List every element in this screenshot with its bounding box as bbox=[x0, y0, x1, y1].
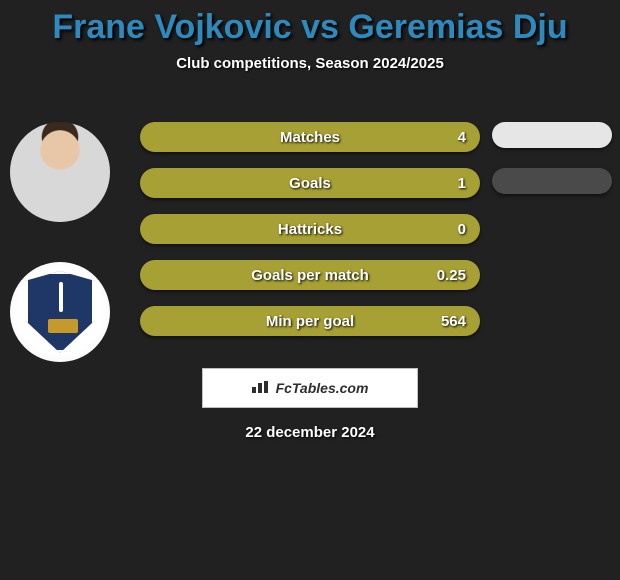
stat-row-min-per-goal: Min per goal 564 bbox=[140, 306, 480, 336]
stat-label: Matches bbox=[280, 129, 340, 146]
stat-value: 0 bbox=[458, 221, 466, 238]
secondary-pill-matches bbox=[492, 122, 612, 148]
avatars-column bbox=[10, 122, 120, 402]
bar-chart-icon bbox=[252, 381, 270, 395]
stat-label: Goals per match bbox=[251, 267, 369, 284]
page-title: Frane Vojkovic vs Geremias Dju bbox=[0, 0, 620, 47]
club-avatar bbox=[10, 262, 110, 362]
stats-column: Matches 4 Goals 1 Hattricks 0 Goals per … bbox=[140, 122, 480, 352]
stat-row-hattricks: Hattricks 0 bbox=[140, 214, 480, 244]
subtitle: Club competitions, Season 2024/2025 bbox=[0, 55, 620, 72]
stat-label: Hattricks bbox=[278, 221, 342, 238]
stat-label: Min per goal bbox=[266, 313, 354, 330]
stat-value: 0.25 bbox=[437, 267, 466, 284]
player-avatar bbox=[10, 122, 110, 222]
stat-value: 564 bbox=[441, 313, 466, 330]
stat-value: 4 bbox=[458, 129, 466, 146]
brand-card[interactable]: FcTables.com bbox=[202, 368, 418, 408]
club-crest-icon bbox=[25, 271, 95, 353]
stat-value: 1 bbox=[458, 175, 466, 192]
stat-row-goals-per-match: Goals per match 0.25 bbox=[140, 260, 480, 290]
brand-label: FcTables.com bbox=[276, 380, 369, 396]
secondary-pill-goals bbox=[492, 168, 612, 194]
stat-label: Goals bbox=[289, 175, 331, 192]
date-label: 22 december 2024 bbox=[0, 424, 620, 441]
secondary-pills-column bbox=[492, 122, 612, 214]
stat-row-matches: Matches 4 bbox=[140, 122, 480, 152]
stat-row-goals: Goals 1 bbox=[140, 168, 480, 198]
